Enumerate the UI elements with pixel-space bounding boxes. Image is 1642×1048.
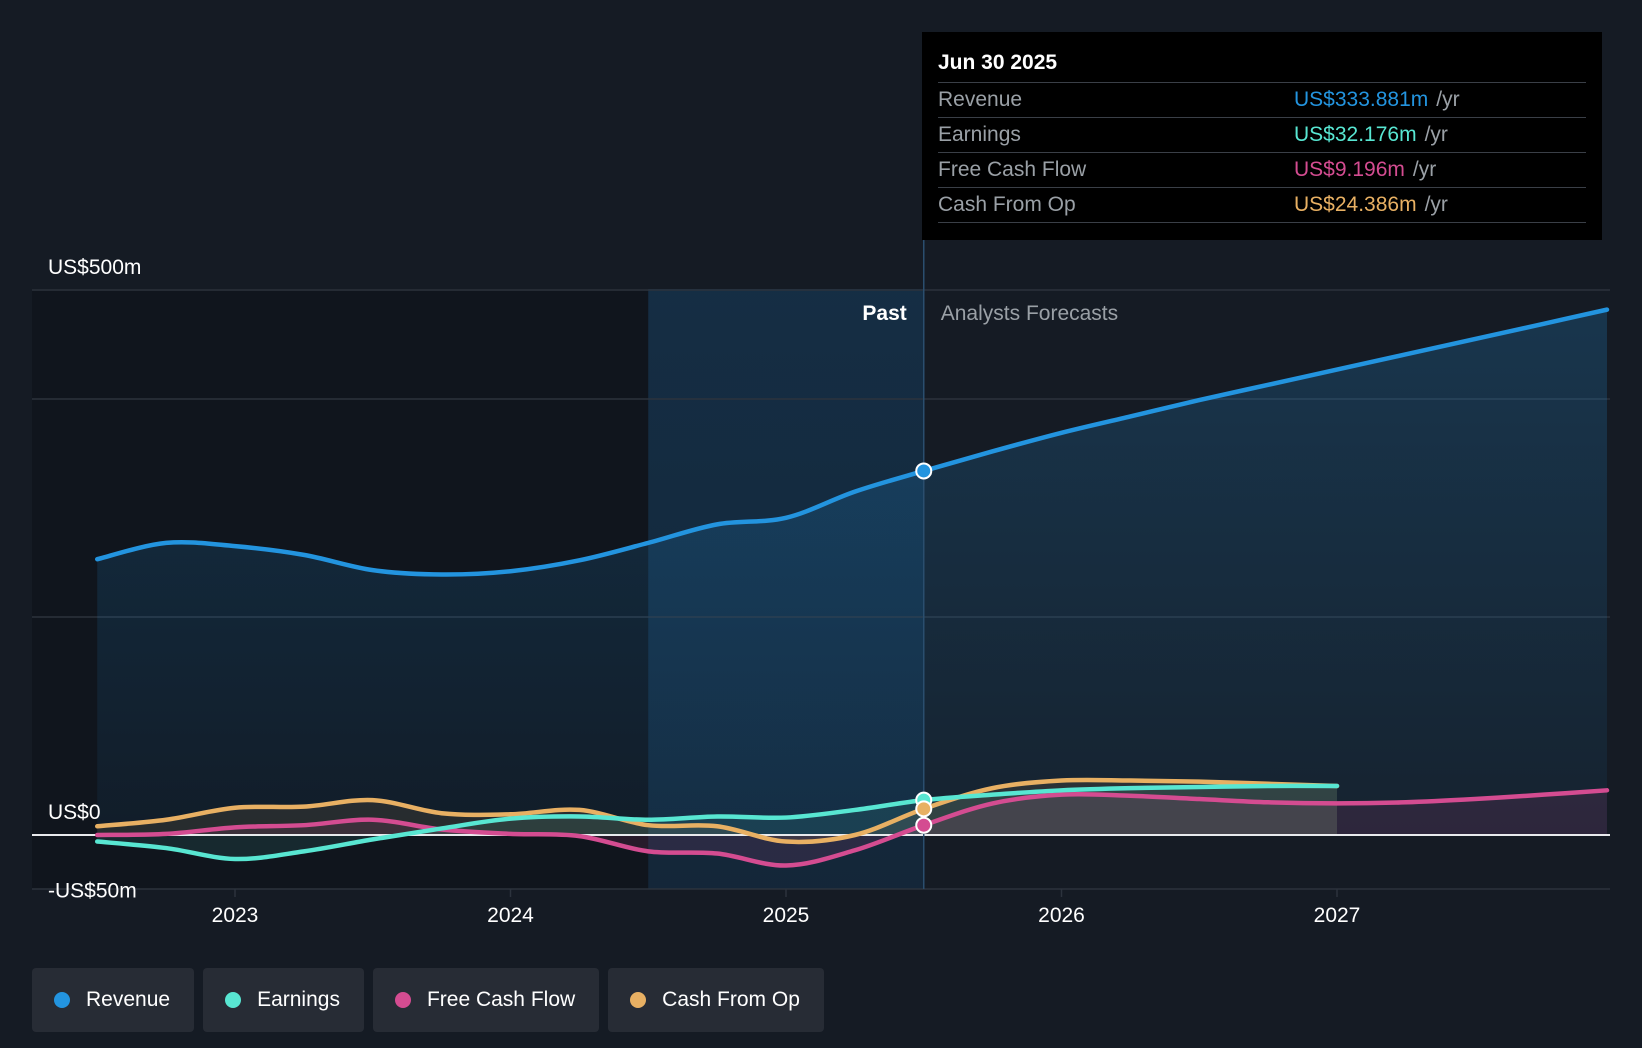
marker-free-cash-flow bbox=[915, 816, 933, 834]
tooltip-unit: /yr bbox=[1424, 123, 1448, 146]
past-label: Past bbox=[862, 302, 906, 325]
tooltip-value: US$9.196m bbox=[1294, 158, 1405, 181]
tooltip-row-earnings: Earnings US$32.176m /yr bbox=[938, 118, 1586, 153]
x-axis-label: 2024 bbox=[487, 904, 534, 927]
tooltip-label: Free Cash Flow bbox=[938, 158, 1087, 181]
area-free-cash-flow bbox=[97, 790, 1607, 866]
legend-label: Free Cash Flow bbox=[426, 988, 576, 1011]
legend-item-free-cash-flow[interactable]: Free Cash Flow bbox=[372, 968, 600, 1032]
tooltip-label: Cash From Op bbox=[938, 193, 1076, 216]
line-cash-from-op bbox=[95, 777, 1340, 845]
marker-revenue bbox=[915, 462, 933, 480]
legend-label: Cash From Op bbox=[662, 988, 800, 1011]
area-revenue bbox=[97, 309, 1607, 835]
legend-item-earnings[interactable]: Earnings bbox=[203, 968, 364, 1032]
legend-item-cash-from-op[interactable]: Cash From Op bbox=[608, 968, 824, 1032]
tooltip-row-cash-from-op: Cash From Op US$24.386m /yr bbox=[938, 188, 1586, 223]
y-axis-labels: US$500m US$0 -US$50m bbox=[48, 256, 141, 903]
y-axis-label: US$500m bbox=[48, 256, 141, 279]
forecast-label: Analysts Forecasts bbox=[941, 302, 1118, 325]
legend-dot-icon bbox=[54, 992, 70, 1008]
legend-label: Revenue bbox=[86, 988, 171, 1011]
current-markers bbox=[915, 462, 933, 834]
line-earnings bbox=[95, 783, 1340, 862]
legend-label: Earnings bbox=[257, 988, 340, 1011]
tooltip-unit: /yr bbox=[1436, 88, 1460, 111]
line-revenue bbox=[95, 307, 1610, 577]
tooltip-value: US$32.176m bbox=[1294, 123, 1417, 146]
legend: Revenue Earnings Free Cash Flow Cash Fro… bbox=[32, 968, 824, 1032]
legend-dot-icon bbox=[394, 992, 411, 1008]
x-axis-labels: 2023 2024 2025 2026 2027 bbox=[212, 889, 1361, 927]
x-axis-label: 2027 bbox=[1314, 904, 1361, 927]
tooltip-unit: /yr bbox=[1424, 193, 1448, 216]
tooltip: Jun 30 2025 Revenue US$333.881m /yr Earn… bbox=[922, 32, 1602, 240]
x-axis-label: 2025 bbox=[763, 904, 810, 927]
tooltip-label: Earnings bbox=[938, 123, 1021, 146]
x-axis-label: 2026 bbox=[1038, 904, 1085, 927]
legend-item-revenue[interactable]: Revenue bbox=[32, 968, 195, 1032]
area-earnings bbox=[97, 785, 1337, 860]
series-lines bbox=[32, 307, 1610, 868]
tooltip-row-revenue: Revenue US$333.881m /yr bbox=[938, 83, 1586, 118]
tooltip-value: US$333.881m bbox=[1294, 88, 1429, 111]
tooltip-label: Revenue bbox=[938, 88, 1023, 111]
legend-dot-icon bbox=[630, 992, 647, 1008]
marker-cash-from-op bbox=[915, 800, 933, 818]
tooltip-value: US$24.386m bbox=[1294, 193, 1417, 216]
tooltip-date: Jun 30 2025 bbox=[938, 48, 1586, 83]
tooltip-unit: /yr bbox=[1412, 158, 1437, 181]
tooltip-row-free-cash-flow: Free Cash Flow US$9.196m /yr bbox=[938, 153, 1586, 188]
legend-dot-icon bbox=[225, 992, 242, 1008]
line-free-cash-flow bbox=[95, 788, 1610, 868]
y-axis-label: US$0 bbox=[48, 801, 101, 824]
y-axis-label: -US$50m bbox=[48, 880, 137, 903]
x-axis-label: 2023 bbox=[212, 904, 259, 927]
